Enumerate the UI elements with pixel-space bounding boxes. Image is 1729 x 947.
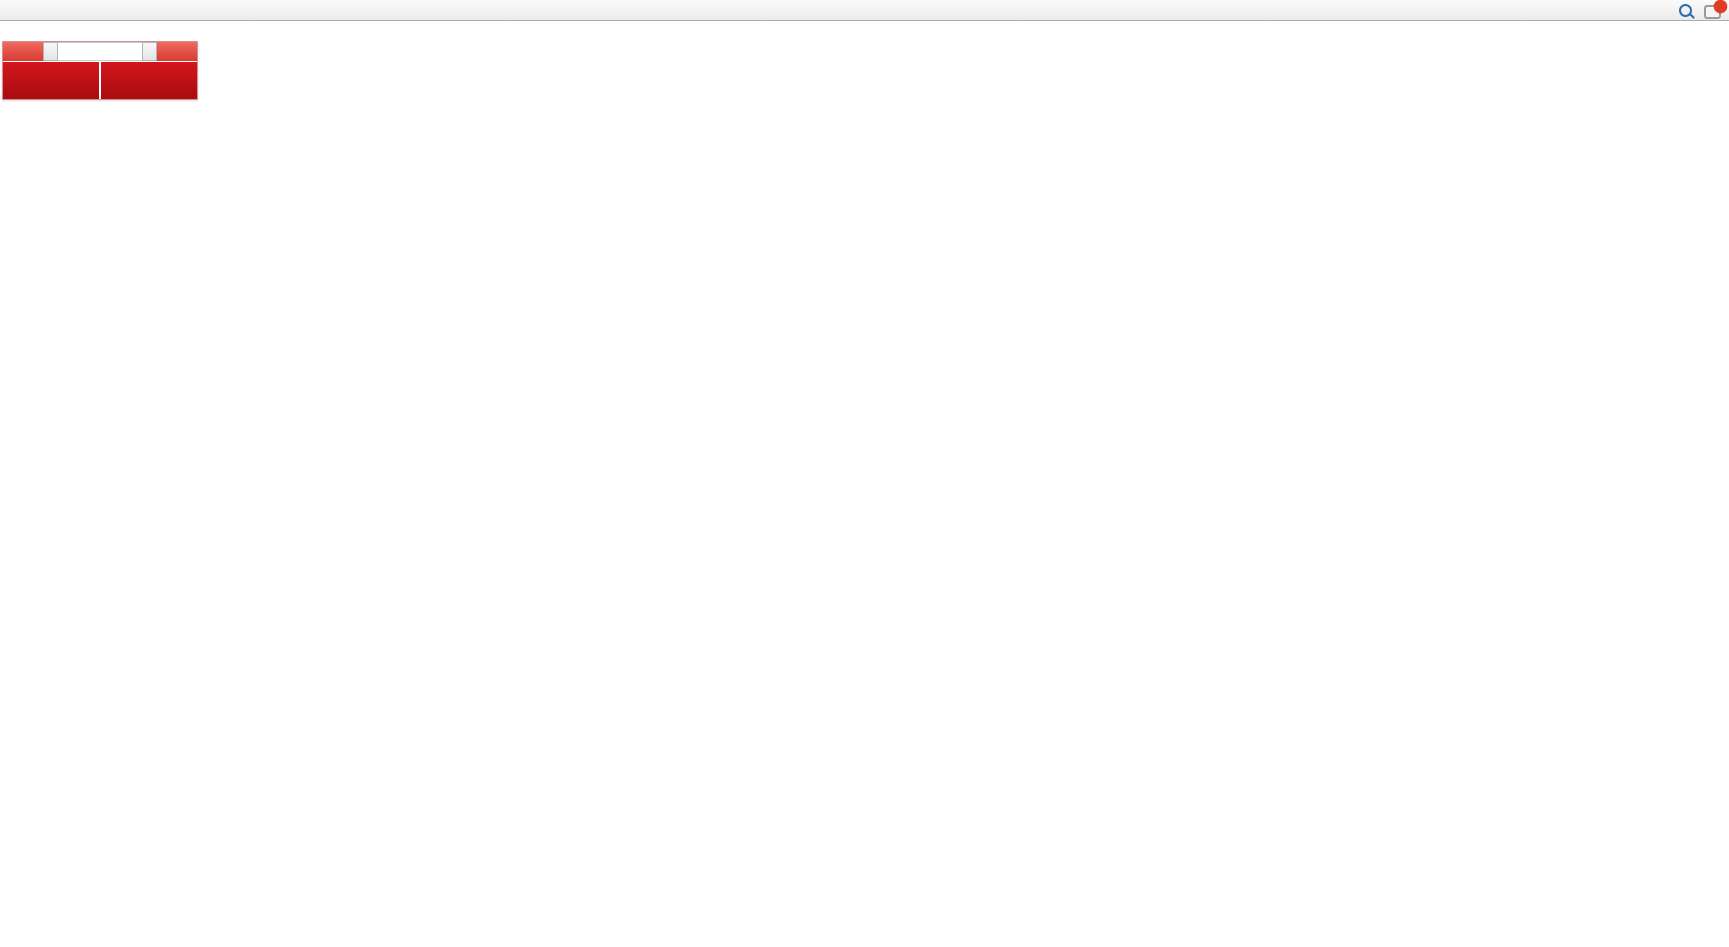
volume-decrease-button[interactable] (43, 42, 58, 61)
trade-panel-prices (3, 62, 197, 99)
notifications-icon[interactable] (1704, 0, 1727, 19)
volume-input[interactable] (58, 42, 142, 61)
sell-button[interactable] (3, 42, 43, 61)
trade-panel-controls (3, 42, 197, 61)
volume-spinner (43, 42, 157, 61)
buy-button[interactable] (157, 42, 197, 61)
search-icon[interactable] (1679, 4, 1695, 19)
notification-badge (1714, 0, 1727, 13)
sell-price-tile[interactable] (3, 62, 99, 99)
one-click-trading-panel (2, 41, 198, 100)
toolbar (0, 0, 1729, 21)
toolbar-right-icons (1679, 0, 1727, 19)
chart-title (5, 25, 28, 39)
volume-increase-button[interactable] (142, 42, 157, 61)
buy-price-tile[interactable] (101, 62, 197, 99)
search-icon-handle (1689, 13, 1695, 19)
